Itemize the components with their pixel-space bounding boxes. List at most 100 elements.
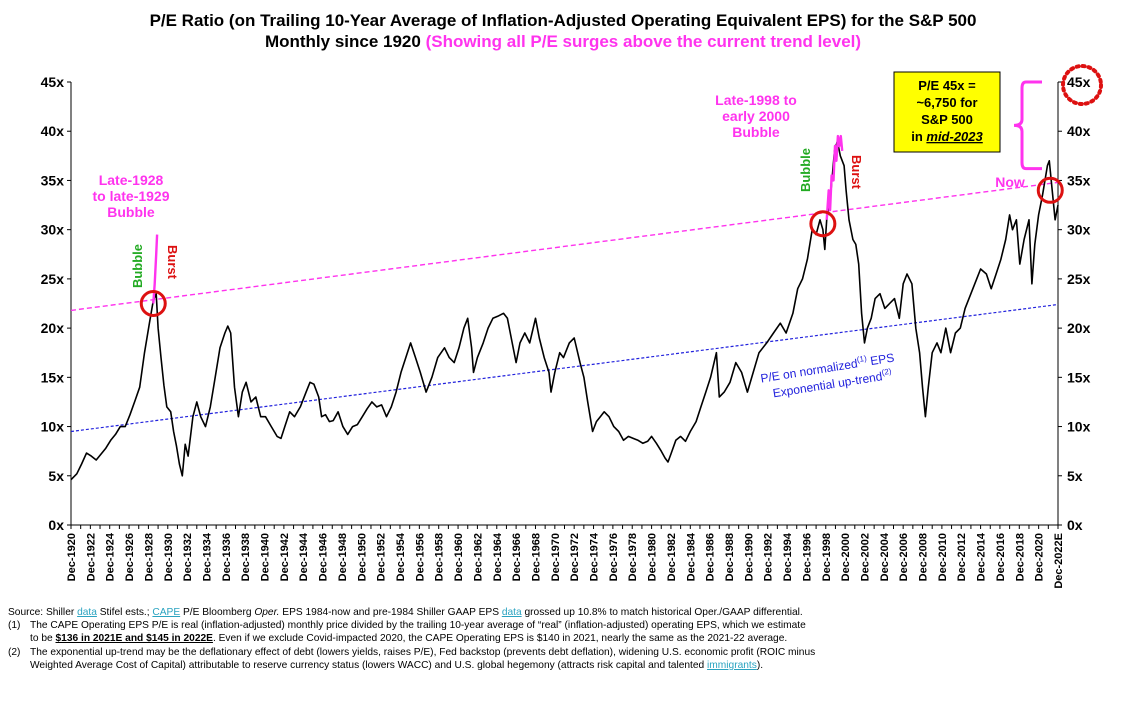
x-tick-label: Dec-1936 [221,533,233,581]
shiller-eps-data-link[interactable]: data [501,607,522,618]
x-tick-label: Dec-1946 [318,533,330,581]
x-tick-label: Dec-1934 [201,532,213,581]
source-text-3: P/E Bloomberg [180,607,255,618]
x-tick-label: Dec-2020 [1034,533,1046,581]
x-tick-label: Dec-1928 [143,533,155,581]
x-tick-label: Dec-2002 [859,533,871,581]
source-text-5: grossed up 10.8% to match historical Ope… [521,607,803,618]
highlight-circle [809,210,837,238]
bubble-vertical-label-1998: Bubble [798,148,813,192]
y-tick-label-left: 10x [41,419,65,435]
footnote-2-text-b: Weighted Average Cost of Capital) attrib… [30,659,708,671]
footnote-1-text-c: . Even if we exclude Covid-impacted 2020… [212,633,788,645]
source-text-2: Stifel ests.; [96,607,153,618]
title-line-2-black: Monthly since 1920 [264,32,421,51]
x-tick-label: Dec-1952 [376,533,388,581]
x-tick-label: Dec-2008 [918,533,930,581]
y-tick-label-left: 0x [48,517,64,533]
x-tick-label: Dec-1984 [685,532,697,581]
target-dotted-circle [1061,64,1103,106]
callout-line-3: S&P 500 [921,112,973,127]
footnote-1: (1) The CAPE Operating EPS P/E is real (… [8,619,1118,645]
x-tick-label: Dec-1958 [434,533,446,581]
x-tick-label: Dec-2000 [840,533,852,581]
shiller-data-link[interactable]: data [77,607,97,618]
x-tick-label: Dec-2012 [956,533,968,581]
x-tick-label: Dec-1988 [724,533,736,581]
y-tick-label-left: 45x [41,74,65,90]
bubble-highlight-line [825,134,844,220]
footnote-2-text-c: ). [756,659,764,671]
pe-ratio-line [70,140,1059,481]
x-tick-label: Dec-1938 [240,533,252,581]
x-tick-label: Dec-1960 [453,533,465,581]
x-tick-label: Dec-1992 [763,533,775,581]
x-tick-label: Dec-1964 [492,532,504,581]
x-tick-label: Dec-1950 [356,533,368,581]
x-tick-label: Dec-1968 [530,533,542,581]
x-tick-label: Dec-1926 [124,533,136,581]
y-tick-label-right: 20x [1067,320,1091,336]
bubble-1928-label: Late-1928 [99,172,164,188]
title-line-2: Monthly since 1920 (Showing all P/E surg… [0,31,1126,52]
x-tick-label: Dec-1976 [608,533,620,581]
x-tick-label: Dec-2004 [879,532,891,581]
x-tick-label: Dec-2014 [976,532,988,581]
x-tick-label: Dec-1962 [472,533,484,581]
x-tick-label: Dec-1944 [298,532,310,581]
burst-vertical-label-1998: Burst [849,155,864,190]
y-tick-label-right: 25x [1067,271,1091,287]
y-tick-label-right: 10x [1067,419,1091,435]
x-tick-label: Dec-1980 [647,533,659,581]
footnote-2-number: (2) [8,646,21,658]
y-tick-label-left: 5x [48,468,64,484]
x-tick-label: Dec-1920 [66,533,78,581]
footnote-2-text-a: The exponential up-trend may be the defl… [30,646,816,658]
callout-line-2: ~6,750 for [916,95,977,110]
title-line-1: P/E Ratio (on Trailing 10-Year Average o… [149,11,977,30]
bubble-1928-label: Bubble [107,204,155,220]
x-tick-label: Dec-2018 [1014,533,1026,581]
bubble-1998-label: Bubble [732,124,780,140]
chart-axes: 0x 0x 5x 5x 10x 10x 15x 15x 20x 20x 25x 25x 30x 30x 35… [41,74,1091,589]
bubble-vertical-label-1928: Bubble [130,244,145,288]
source-text-oper: Oper. [254,607,280,618]
y-tick-label-right: 15x [1067,369,1091,385]
x-tick-label: Dec-1998 [821,533,833,581]
bubble-1928-label: to late-1929 [92,188,169,204]
x-tick-label: Dec-1924 [105,532,117,581]
x-tick-label: Dec-1940 [260,533,272,581]
cape-link[interactable]: CAPE [152,607,181,618]
bubble-1998-label: Late-1998 to [715,92,797,108]
footnote-1-text-b: to be [30,633,56,645]
immigrants-link[interactable]: immigrants [707,659,757,671]
target-brace [1013,80,1042,171]
y-tick-label-left: 40x [41,123,65,139]
highlight-circle [1036,176,1064,204]
x-tick-label: Dec-2016 [995,533,1007,581]
x-tick-label: Dec-1978 [627,533,639,581]
x-tick-label: Dec-1932 [182,533,194,581]
title-line-2-pink: (Showing all P/E surges above the curren… [425,32,862,51]
source-line: Source: Shiller data Stifel ests.; CAPE … [8,606,1118,619]
y-tick-label-right: 35x [1067,172,1091,188]
x-tick-label: Dec-1982 [666,533,678,581]
pe-ratio-chart: 0x 0x 5x 5x 10x 10x 15x 15x 20x 20x 25x 25x 30x 30x 35… [41,64,1103,589]
source-text-4: EPS 1984-now and pre-1984 Shiller GAAP E… [279,607,502,618]
x-tick-label: Dec-1996 [801,533,813,581]
y-tick-label-right: 0x [1067,517,1083,533]
footnote-1-body: The CAPE Operating EPS P/E is real (infl… [30,619,806,645]
y-tick-label-right: 45x [1067,74,1091,90]
x-tick-label: Dec-1966 [511,533,523,581]
x-tick-label: Dec-1990 [743,533,755,581]
bubble-highlight-line [152,234,159,304]
bubble-1998-label: early 2000 [722,108,790,124]
footnote-2-body: The exponential up-trend may be the defl… [30,646,815,672]
chart-lines [70,134,1059,481]
y-tick-label-right: 30x [1067,222,1091,238]
y-tick-label-right: 40x [1067,123,1091,139]
now-label: Now [995,174,1025,190]
x-tick-label: Dec-1972 [569,533,581,581]
y-tick-label-left: 35x [41,172,65,188]
x-tick-label: Dec-1994 [782,532,794,581]
